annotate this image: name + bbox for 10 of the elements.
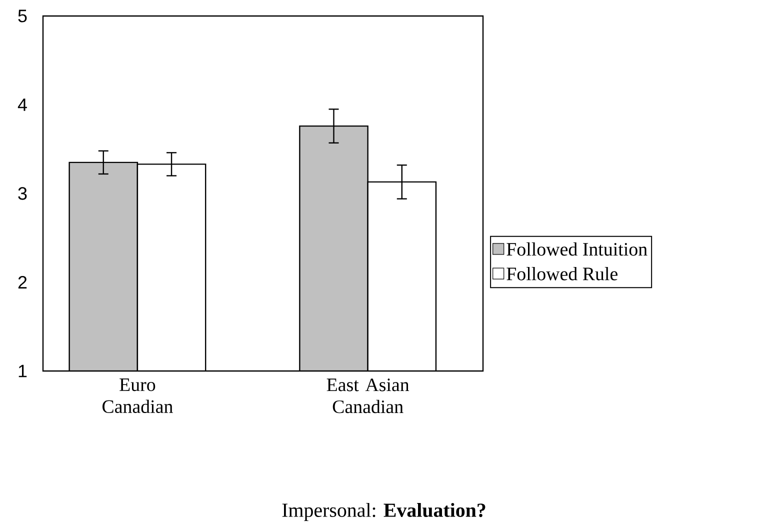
text: Impersonal: Evaluation? [282, 502, 486, 522]
y-tick-label: 4 [18, 98, 27, 111]
legend-label: Followed Intuition [506, 242, 648, 256]
x-tick-label: East Asian Canadian [326, 378, 410, 414]
y-tick-label: 5 [18, 10, 27, 22]
x-tick-label: Euro Canadian [102, 378, 173, 414]
y-tick-label: 2 [18, 276, 27, 289]
y-tick-label: 3 [18, 187, 27, 200]
text: Followed Rule [506, 267, 618, 280]
y-tick-label: 1 [18, 364, 27, 378]
